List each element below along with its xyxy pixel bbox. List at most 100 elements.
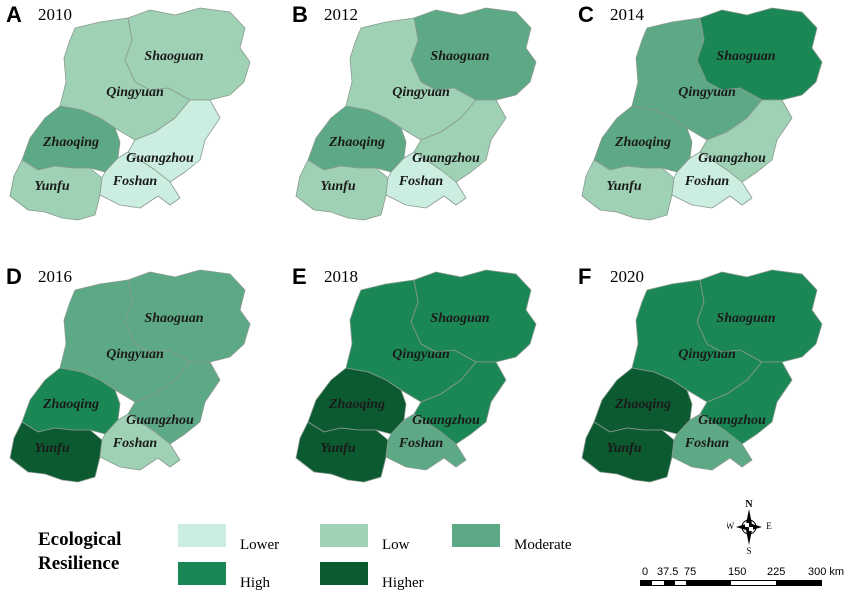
panel-label: C (578, 2, 594, 27)
panel-label: A (6, 2, 22, 27)
label-guangzhou: Guangzhou (412, 151, 480, 166)
scale-segment (686, 581, 731, 585)
foshan-region (385, 151, 467, 209)
scale-segment (641, 581, 653, 585)
region-map: Shaoguan Qingyuan Zhaoqing Guangzhou Yun… (295, 7, 537, 221)
label-zhaoqing: Zhaoqing (42, 397, 99, 412)
map-panel-b: B 2012 Shaoguan Qingyuan Zhaoqing Guangz… (286, 0, 572, 260)
legend-label-moderate: Moderate (514, 537, 572, 553)
label-guangzhou: Guangzhou (412, 413, 480, 428)
label-qingyuan: Qingyuan (678, 85, 736, 100)
label-guangzhou: Guangzhou (126, 151, 194, 166)
region-map: Shaoguan Qingyuan Zhaoqing Guangzhou Yun… (9, 7, 251, 221)
compass-s: S (746, 546, 751, 556)
legend-title-line2: Resilience (38, 553, 120, 574)
legend-swatch-moderate (452, 524, 500, 547)
legend-swatch-higher (320, 562, 368, 585)
yunfu-region (295, 159, 389, 221)
label-guangzhou: Guangzhou (698, 151, 766, 166)
label-shaoguan: Shaoguan (144, 49, 203, 64)
label-foshan: Foshan (684, 174, 730, 189)
panel-year: 2014 (610, 5, 644, 24)
region-map: Shaoguan Qingyuan Zhaoqing Guangzhou Yun… (581, 269, 823, 483)
scale-tick-label: 75 (684, 566, 697, 578)
map-panel-d: D 2016 Shaoguan Qingyuan Zhaoqing Guangz… (0, 262, 286, 522)
yunfu-region (295, 421, 389, 483)
label-yunfu: Yunfu (606, 179, 642, 194)
label-qingyuan: Qingyuan (392, 85, 450, 100)
label-yunfu: Yunfu (34, 179, 70, 194)
scale-bar (640, 580, 822, 586)
yunfu-region (9, 159, 103, 221)
foshan-region (99, 151, 181, 209)
label-guangzhou: Guangzhou (126, 413, 194, 428)
panel-year: 2016 (38, 267, 72, 286)
legend-label-high: High (240, 575, 270, 591)
scale-segment (776, 581, 821, 585)
legend-label-lower: Lower (240, 537, 280, 553)
panel-year: 2020 (610, 267, 644, 286)
label-qingyuan: Qingyuan (106, 85, 164, 100)
map-panel-e: E 2018 Shaoguan Qingyuan Zhaoqing Guangz… (286, 262, 572, 522)
scale-tick-label: 225 (767, 566, 786, 578)
region-map: Shaoguan Qingyuan Zhaoqing Guangzhou Yun… (9, 269, 251, 483)
label-shaoguan: Shaoguan (144, 311, 203, 326)
yunfu-region (581, 159, 675, 221)
label-zhaoqing: Zhaoqing (42, 135, 99, 150)
foshan-region (385, 413, 467, 471)
panel-label: B (292, 2, 308, 27)
label-qingyuan: Qingyuan (678, 347, 736, 362)
foshan-region (671, 413, 753, 471)
label-shaoguan: Shaoguan (716, 49, 775, 64)
panel-year: 2012 (324, 5, 358, 24)
label-foshan: Foshan (112, 436, 158, 451)
legend-swatch-low (320, 524, 368, 547)
region-map: Shaoguan Qingyuan Zhaoqing Guangzhou Yun… (581, 7, 823, 221)
scale-segment (663, 581, 675, 585)
label-yunfu: Yunfu (34, 441, 70, 456)
region-map: Shaoguan Qingyuan Zhaoqing Guangzhou Yun… (295, 269, 537, 483)
map-panel-a: A 2010 Shaoguan Qingyuan Zhaoqing Guangz… (0, 0, 286, 260)
label-zhaoqing: Zhaoqing (328, 397, 385, 412)
compass-n: N (745, 499, 753, 510)
panel-label: F (578, 264, 592, 289)
label-shaoguan: Shaoguan (430, 49, 489, 64)
label-yunfu: Yunfu (320, 441, 356, 456)
map-panel-c: C 2014 Shaoguan Qingyuan Zhaoqing Guangz… (572, 0, 858, 260)
label-foshan: Foshan (112, 174, 158, 189)
map-panel-f: F 2020 Shaoguan Qingyuan Zhaoqing Guangz… (572, 262, 858, 522)
legend-title-line1: Ecological (38, 529, 122, 550)
legend-swatch-lower (178, 524, 226, 547)
label-foshan: Foshan (398, 436, 444, 451)
label-shaoguan: Shaoguan (716, 311, 775, 326)
legend-label-low: Low (382, 537, 410, 553)
panel-year: 2010 (38, 5, 72, 24)
foshan-region (99, 413, 181, 471)
label-foshan: Foshan (398, 174, 444, 189)
yunfu-region (9, 421, 103, 483)
panel-label: D (6, 264, 22, 289)
scale-segment (674, 581, 686, 585)
scale-tick-label: 300 km (808, 566, 845, 578)
panel-year: 2018 (324, 267, 358, 286)
label-zhaoqing: Zhaoqing (328, 135, 385, 150)
label-zhaoqing: Zhaoqing (614, 397, 671, 412)
panel-label: E (292, 264, 307, 289)
compass-w: W (727, 521, 735, 531)
scale-tick-label: 0 (642, 566, 649, 578)
legend-swatch-high (178, 562, 226, 585)
compass-e: E (766, 521, 772, 531)
label-qingyuan: Qingyuan (392, 347, 450, 362)
scale-segment (731, 581, 776, 585)
label-yunfu: Yunfu (606, 441, 642, 456)
legend-label-higher: Higher (382, 575, 424, 591)
label-yunfu: Yunfu (320, 179, 356, 194)
label-guangzhou: Guangzhou (698, 413, 766, 428)
label-foshan: Foshan (684, 436, 730, 451)
foshan-region (671, 151, 753, 209)
scale-tick-label: 150 (728, 566, 747, 578)
label-shaoguan: Shaoguan (430, 311, 489, 326)
yunfu-region (581, 421, 675, 483)
scale-segment (652, 581, 664, 585)
label-qingyuan: Qingyuan (106, 347, 164, 362)
